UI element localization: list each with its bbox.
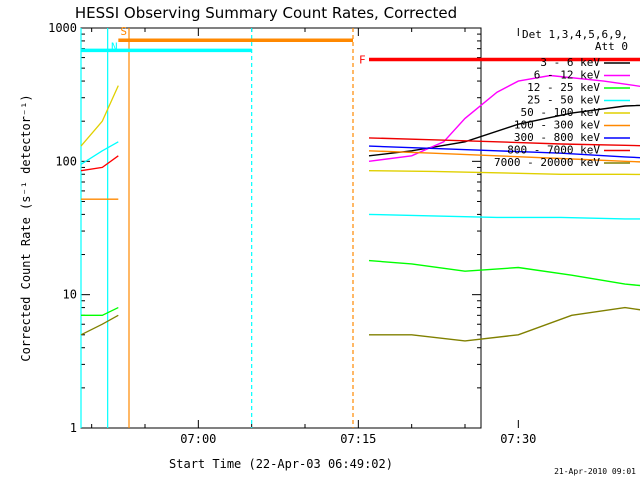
series-line xyxy=(368,74,640,162)
flag-label: N xyxy=(111,40,118,53)
series-line xyxy=(369,306,640,342)
y-tick-label: 10 xyxy=(63,288,77,302)
flag-label: S xyxy=(120,25,127,38)
legend-entry-label: 3 - 6 keV xyxy=(540,56,600,69)
series-line xyxy=(368,150,640,163)
pre-gap-segment xyxy=(80,85,119,147)
pre-gap-segment xyxy=(80,155,119,172)
series-line xyxy=(368,104,640,157)
series-line xyxy=(368,259,640,287)
y-tick-label: 100 xyxy=(55,154,77,168)
series-line xyxy=(368,145,640,159)
legend-entry-label: 7000 - 20000 keV xyxy=(494,156,600,169)
series-line xyxy=(368,170,640,176)
flag-label: F xyxy=(359,54,366,67)
plot-area: 07:0007:1507:3007:4508:0008:151101001000… xyxy=(48,21,640,446)
legend-entry-label: 300 - 800 keV xyxy=(514,131,600,144)
x-tick-label: 07:30 xyxy=(500,432,536,446)
footer-timestamp: 21-Apr-2010 09:01 xyxy=(554,467,636,476)
y-tick-label: 1000 xyxy=(48,21,77,35)
pre-gap-segment xyxy=(81,307,119,316)
legend-entry-label: 6 - 12 keV xyxy=(534,69,601,82)
series-line xyxy=(368,213,640,220)
legend-entry-label: 800 - 7000 keV xyxy=(507,144,600,157)
plot-frame xyxy=(80,27,482,429)
legend-header: Det 1,3,4,5,6,9, xyxy=(522,28,628,41)
pre-gap-segment xyxy=(80,141,119,165)
legend-entry-label: 25 - 50 keV xyxy=(527,94,600,107)
y-tick-label: 1 xyxy=(70,421,77,435)
y-axis-label: Corrected Count Rate (s⁻¹ detector⁻¹) xyxy=(19,94,33,361)
pre-gap-segment xyxy=(80,314,119,336)
legend-entry-label: 50 - 100 keV xyxy=(521,106,601,119)
legend-header: Att 0 xyxy=(595,40,628,53)
series-line xyxy=(368,137,640,147)
chart-title: HESSI Observing Summary Count Rates, Cor… xyxy=(75,4,457,22)
x-axis-label: Start Time (22-Apr-03 06:49:02) xyxy=(169,457,393,471)
x-tick-label: 07:15 xyxy=(340,432,376,446)
legend-entry-label: 12 - 25 keV xyxy=(527,81,600,94)
legend-entry-label: 100 - 300 keV xyxy=(514,119,600,132)
x-tick-label: 07:00 xyxy=(180,432,216,446)
